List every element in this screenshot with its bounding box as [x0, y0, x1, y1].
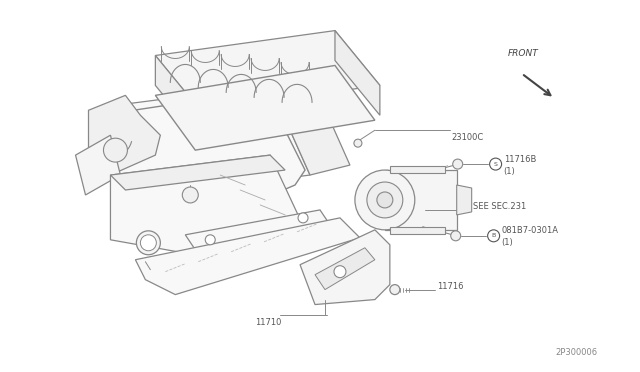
Text: 2P300006: 2P300006 [556, 348, 598, 357]
Text: 11716B: 11716B [504, 155, 536, 164]
Circle shape [390, 285, 400, 295]
Polygon shape [88, 95, 161, 175]
Circle shape [104, 138, 127, 162]
Circle shape [205, 235, 215, 245]
Polygon shape [136, 218, 360, 295]
Text: S: S [493, 161, 497, 167]
Circle shape [334, 266, 346, 278]
Polygon shape [100, 90, 305, 205]
Polygon shape [457, 185, 472, 215]
Circle shape [140, 235, 156, 251]
Polygon shape [115, 86, 310, 195]
Circle shape [490, 158, 502, 170]
Text: 23100C: 23100C [452, 133, 484, 142]
Polygon shape [390, 227, 445, 234]
Text: (1): (1) [504, 167, 515, 176]
Circle shape [136, 231, 161, 255]
Polygon shape [186, 210, 340, 265]
Polygon shape [315, 248, 375, 290]
Polygon shape [76, 135, 120, 195]
Text: 081B7-0301A: 081B7-0301A [502, 226, 559, 235]
Text: 11716: 11716 [436, 282, 463, 291]
Circle shape [367, 182, 403, 218]
Polygon shape [156, 31, 380, 110]
Polygon shape [390, 166, 445, 173]
Text: FRONT: FRONT [508, 49, 538, 58]
Polygon shape [385, 170, 457, 230]
Text: SEE SEC.231: SEE SEC.231 [473, 202, 526, 211]
Circle shape [355, 170, 415, 230]
Circle shape [451, 231, 461, 241]
Polygon shape [111, 155, 305, 265]
Polygon shape [156, 65, 375, 150]
Circle shape [452, 159, 463, 169]
Text: B: B [492, 233, 496, 238]
Polygon shape [270, 76, 350, 175]
Circle shape [354, 139, 362, 147]
Circle shape [298, 213, 308, 223]
Polygon shape [156, 55, 200, 140]
Circle shape [488, 230, 500, 242]
Circle shape [377, 192, 393, 208]
Circle shape [182, 187, 198, 203]
Text: (1): (1) [502, 238, 513, 247]
Polygon shape [335, 31, 380, 115]
Text: 11710: 11710 [255, 318, 282, 327]
Polygon shape [300, 230, 390, 305]
Polygon shape [111, 155, 285, 190]
